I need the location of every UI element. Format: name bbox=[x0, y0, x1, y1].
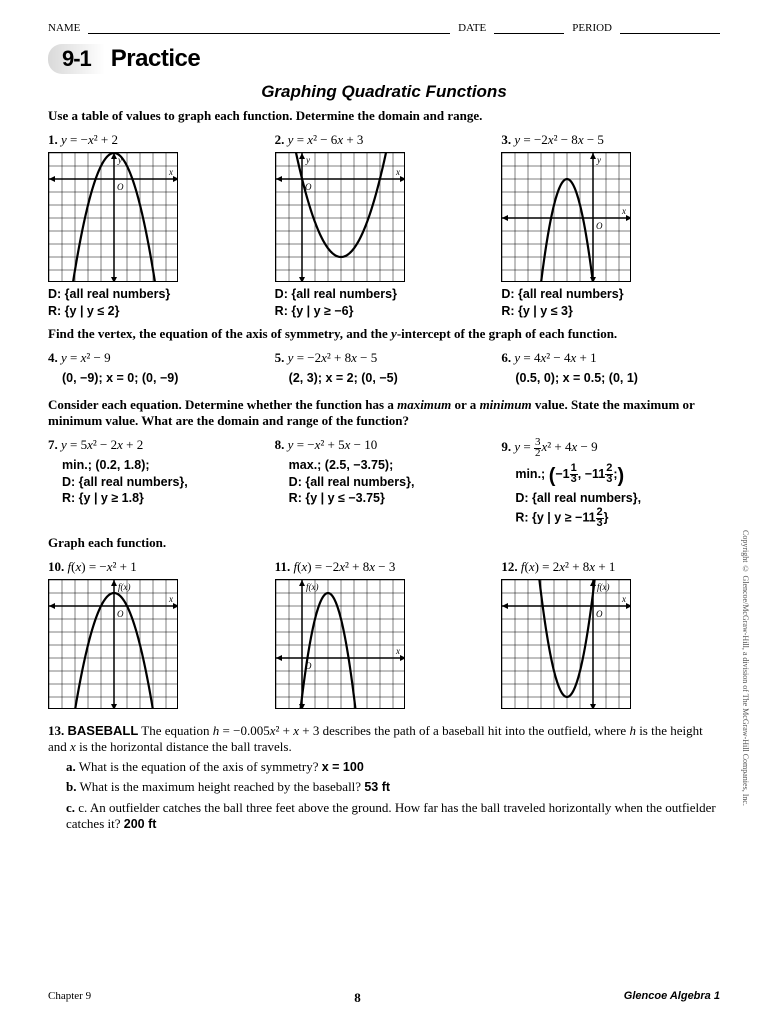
problem-4: 4. y = x² − 9 (0, −9); x = 0; (0, −9) bbox=[48, 350, 267, 387]
name-label: NAME bbox=[48, 22, 80, 34]
problem-1: 1. y = −x² + 2 Oxy D: {all real numbers}… bbox=[48, 132, 267, 320]
date-blank bbox=[494, 22, 564, 34]
copyright-text: Copyright © Glencoe/McGraw-Hill, a divis… bbox=[741, 530, 750, 806]
svg-text:f(x): f(x) bbox=[597, 582, 610, 592]
footer-right: Glencoe Algebra 1 bbox=[624, 990, 720, 1006]
section2-row: 4. y = x² − 9 (0, −9); x = 0; (0, −9) 5.… bbox=[48, 350, 720, 387]
page-footer: Chapter 9 8 Glencoe Algebra 1 bbox=[48, 990, 720, 1006]
svg-text:x: x bbox=[395, 167, 400, 177]
section2-instr: Find the vertex, the equation of the axi… bbox=[48, 326, 720, 342]
date-label: DATE bbox=[458, 22, 486, 34]
period-label: PERIOD bbox=[572, 22, 612, 34]
section4-row: 10. f(x) = −x² + 1 Oxf(x)11. f(x) = −2x²… bbox=[48, 559, 720, 713]
section1-instr: Use a table of values to graph each func… bbox=[48, 108, 720, 124]
name-blank bbox=[88, 22, 450, 34]
section4-instr: Graph each function. bbox=[48, 535, 720, 551]
problem-3: 3. y = −2x² − 8x − 5 Oxy D: {all real nu… bbox=[501, 132, 720, 320]
lesson-number: 9-1 bbox=[48, 44, 105, 74]
section1-row: 1. y = −x² + 2 Oxy D: {all real numbers}… bbox=[48, 132, 720, 320]
svg-text:x: x bbox=[395, 646, 400, 656]
problem-12: 12. f(x) = 2x² + 8x + 1 Oxf(x) bbox=[501, 559, 720, 713]
svg-text:x: x bbox=[621, 206, 626, 216]
problem-11: 11. f(x) = −2x² + 8x − 3 Oxf(x) bbox=[275, 559, 494, 713]
period-blank bbox=[620, 22, 720, 34]
problem-7: 7. y = 5x² − 2x + 2 min.; (0.2, 1.8); D:… bbox=[48, 437, 267, 529]
q13c: c. c. An outfielder catches the ball thr… bbox=[66, 800, 720, 833]
svg-text:f(x): f(x) bbox=[306, 582, 319, 592]
lesson-bar: 9-1 Practice bbox=[48, 44, 720, 74]
problem-9: 9. y = 32x² + 4x − 9 min.; (−113, −1123;… bbox=[501, 437, 720, 529]
problem-2: 2. y = x² − 6x + 3 Oxy D: {all real numb… bbox=[275, 132, 494, 320]
section3-row: 7. y = 5x² − 2x + 2 min.; (0.2, 1.8); D:… bbox=[48, 437, 720, 529]
svg-text:O: O bbox=[117, 609, 124, 619]
svg-text:x: x bbox=[168, 594, 173, 604]
problem-10: 10. f(x) = −x² + 1 Oxf(x) bbox=[48, 559, 267, 713]
header-line: NAME DATE PERIOD bbox=[48, 22, 720, 34]
svg-text:x: x bbox=[168, 167, 173, 177]
section3-instr: Consider each equation. Determine whethe… bbox=[48, 397, 720, 429]
svg-text:O: O bbox=[596, 609, 603, 619]
lesson-title: Practice bbox=[111, 45, 200, 73]
svg-text:O: O bbox=[117, 182, 124, 192]
q13b: b. What is the maximum height reached by… bbox=[66, 779, 720, 796]
svg-text:y: y bbox=[305, 155, 310, 165]
footer-left: Chapter 9 bbox=[48, 990, 91, 1006]
lesson-subtitle: Graphing Quadratic Functions bbox=[48, 82, 720, 102]
svg-text:x: x bbox=[621, 594, 626, 604]
problem-8: 8. y = −x² + 5x − 10 max.; (2.5, −3.75);… bbox=[275, 437, 494, 529]
footer-mid: 8 bbox=[354, 990, 361, 1006]
problem-13: 13. BASEBALL The equation h = −0.005x² +… bbox=[48, 723, 720, 834]
svg-text:O: O bbox=[596, 221, 603, 231]
q13a: a. What is the equation of the axis of s… bbox=[66, 759, 720, 776]
svg-text:y: y bbox=[596, 155, 601, 165]
problem-6: 6. y = 4x² − 4x + 1 (0.5, 0); x = 0.5; (… bbox=[501, 350, 720, 387]
svg-text:f(x): f(x) bbox=[118, 582, 131, 592]
problem-5: 5. y = −2x² + 8x − 5 (2, 3); x = 2; (0, … bbox=[275, 350, 494, 387]
